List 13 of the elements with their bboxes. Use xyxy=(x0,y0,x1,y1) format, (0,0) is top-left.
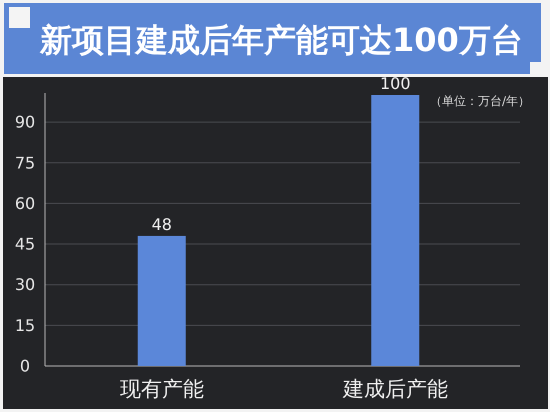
y-tick-label: 75 xyxy=(14,153,36,172)
y-tick-label: 60 xyxy=(14,194,36,213)
data-label: 100 xyxy=(380,74,411,93)
data-label: 48 xyxy=(152,214,172,234)
y-tick-label: 15 xyxy=(14,316,36,335)
annotation: （单位：万台/年） xyxy=(430,94,530,108)
x-tick-label: 建成后产能 xyxy=(342,377,448,401)
x-tick-label: 现有产能 xyxy=(120,377,204,401)
y-tick-label: 45 xyxy=(14,234,36,254)
y-tick-label: 0 xyxy=(20,356,30,376)
y-tick-label: 90 xyxy=(14,112,36,132)
chart-title: 新项目建成后年产能可达100万台 xyxy=(39,21,523,59)
y-tick-label: 30 xyxy=(14,275,36,294)
